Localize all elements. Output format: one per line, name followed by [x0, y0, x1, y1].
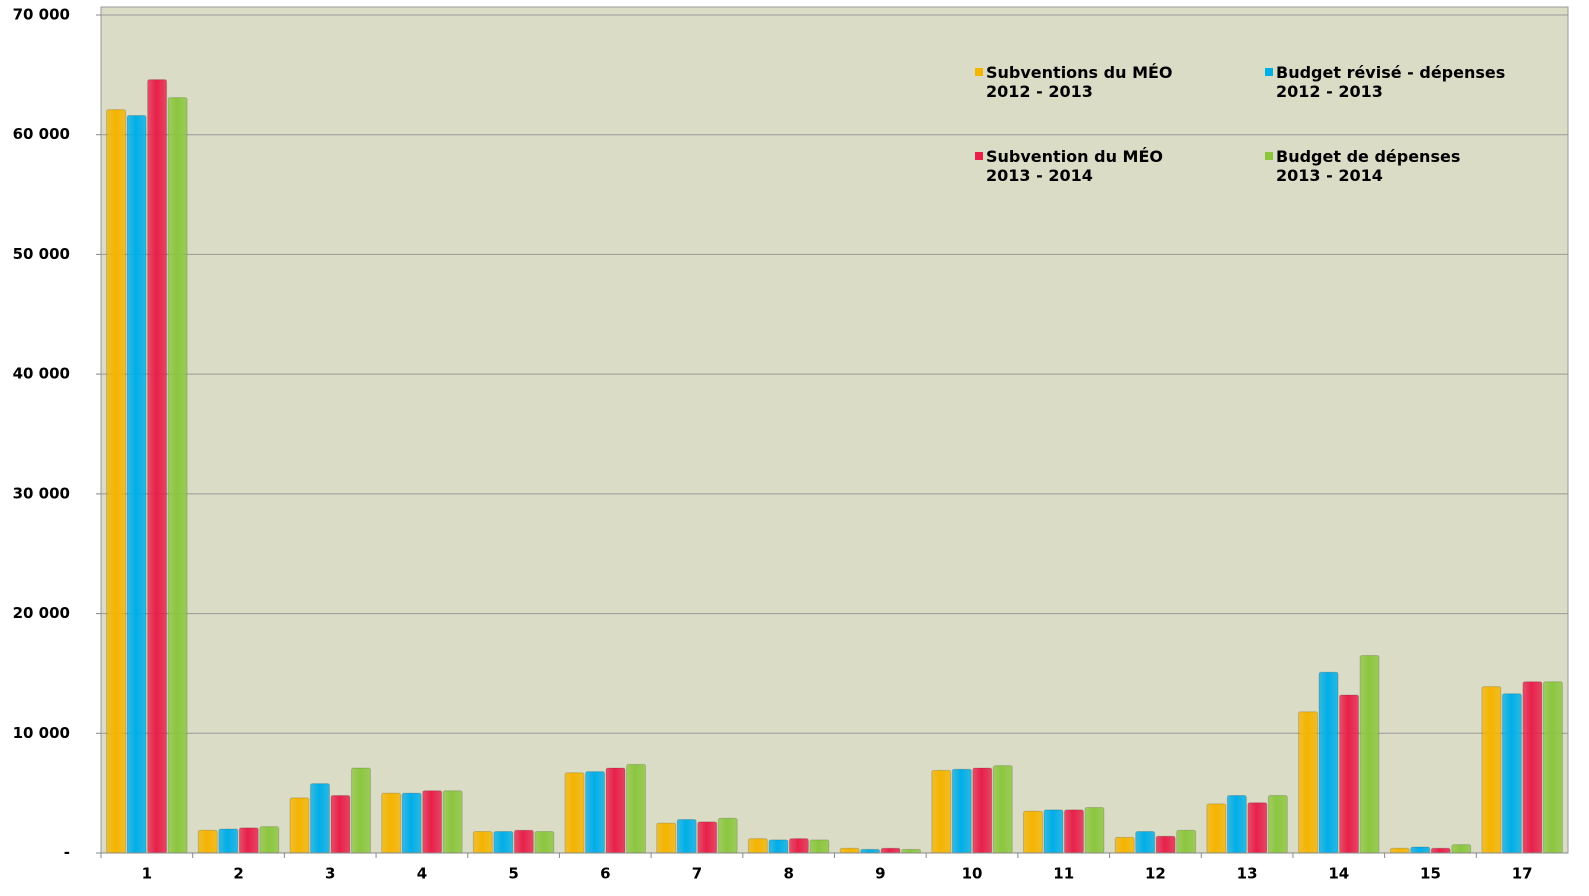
bar	[992, 765, 1013, 854]
legend-swatch	[1265, 152, 1273, 160]
bar	[1247, 802, 1268, 854]
bar	[1501, 693, 1522, 854]
legend-swatch	[975, 152, 983, 160]
bar	[564, 772, 585, 854]
bar	[422, 790, 443, 854]
bar	[147, 79, 168, 854]
x-tick-label: 1	[142, 865, 152, 883]
legend-swatch	[975, 68, 983, 76]
bar	[330, 795, 351, 854]
bar	[1542, 681, 1563, 854]
bar	[860, 848, 881, 854]
bar	[218, 828, 239, 854]
x-tick-label: 10	[962, 865, 983, 883]
bar	[197, 829, 218, 854]
bar	[106, 109, 127, 854]
bar	[1084, 807, 1105, 854]
x-tick-label: 7	[692, 865, 702, 883]
legend-label: Subvention du MÉO 2013 - 2014	[986, 147, 1163, 185]
bar	[442, 790, 463, 854]
bar	[350, 767, 371, 854]
bar	[901, 848, 922, 854]
bar	[1410, 846, 1431, 854]
legend-label: Budget révisé - dépenses 2012 - 2013	[1276, 63, 1506, 101]
y-tick-label: 40 000	[13, 365, 70, 383]
bar	[1298, 711, 1319, 854]
y-tick-label: 60 000	[13, 125, 70, 143]
bar	[880, 847, 901, 854]
bar	[717, 817, 738, 854]
bar	[238, 827, 259, 854]
bar	[768, 839, 789, 854]
bar	[1206, 803, 1227, 854]
bar	[381, 792, 402, 854]
bar	[167, 97, 188, 854]
x-tick-label: 17	[1512, 865, 1533, 883]
bar	[931, 769, 952, 854]
bar	[1389, 847, 1410, 854]
bar	[1481, 686, 1502, 854]
x-tick-label: 3	[325, 865, 335, 883]
y-tick-label: 20 000	[13, 604, 70, 622]
x-tick-label: 8	[783, 865, 793, 883]
bar	[1226, 795, 1247, 854]
y-tick-label: 30 000	[13, 484, 70, 502]
x-tick-label: 9	[875, 865, 885, 883]
bar	[656, 822, 677, 854]
legend-label: Subventions du MÉO 2012 - 2013	[986, 63, 1173, 101]
y-tick-label: -	[64, 844, 70, 862]
x-tick-label: 13	[1237, 865, 1258, 883]
bar	[1176, 829, 1197, 854]
legend-label: Budget de dépenses 2013 - 2014	[1276, 147, 1461, 185]
bar	[259, 826, 280, 854]
y-tick-label: 10 000	[13, 724, 70, 742]
bar	[1339, 694, 1360, 854]
bar	[1522, 681, 1543, 854]
x-tick-label: 12	[1145, 865, 1166, 883]
bar	[289, 797, 310, 854]
bar	[1114, 836, 1135, 854]
bar	[493, 830, 514, 854]
bar	[309, 783, 330, 854]
bar	[1430, 847, 1451, 854]
bar	[472, 830, 493, 854]
x-tick-label: 14	[1328, 865, 1349, 883]
bar	[513, 829, 534, 854]
x-tick-label: 15	[1420, 865, 1441, 883]
bar	[1155, 835, 1176, 854]
x-tick-label: 11	[1053, 865, 1074, 883]
bar	[626, 763, 647, 854]
bar	[809, 839, 830, 854]
y-tick-label: 70 000	[13, 6, 70, 24]
bar	[697, 821, 718, 854]
legend-swatch	[1265, 68, 1273, 76]
x-tick-label: 4	[417, 865, 427, 883]
bar	[534, 830, 555, 854]
bar	[951, 768, 972, 854]
bar	[585, 771, 606, 854]
x-tick-label: 5	[508, 865, 518, 883]
bar	[839, 847, 860, 854]
bar	[676, 818, 697, 854]
bar	[747, 838, 768, 854]
bar	[1359, 654, 1380, 854]
x-tick-label: 6	[600, 865, 610, 883]
bar	[972, 767, 993, 854]
y-tick-label: 50 000	[13, 245, 70, 263]
bar	[1451, 844, 1472, 854]
bar	[1318, 671, 1339, 854]
bar	[788, 838, 809, 854]
bar	[1267, 795, 1288, 854]
bar	[1022, 810, 1043, 854]
bar	[1135, 830, 1156, 854]
bar	[1063, 809, 1084, 854]
bar	[401, 792, 422, 854]
bar	[126, 115, 147, 854]
x-tick-label: 2	[233, 865, 243, 883]
bar	[1043, 809, 1064, 854]
bar	[605, 767, 626, 854]
